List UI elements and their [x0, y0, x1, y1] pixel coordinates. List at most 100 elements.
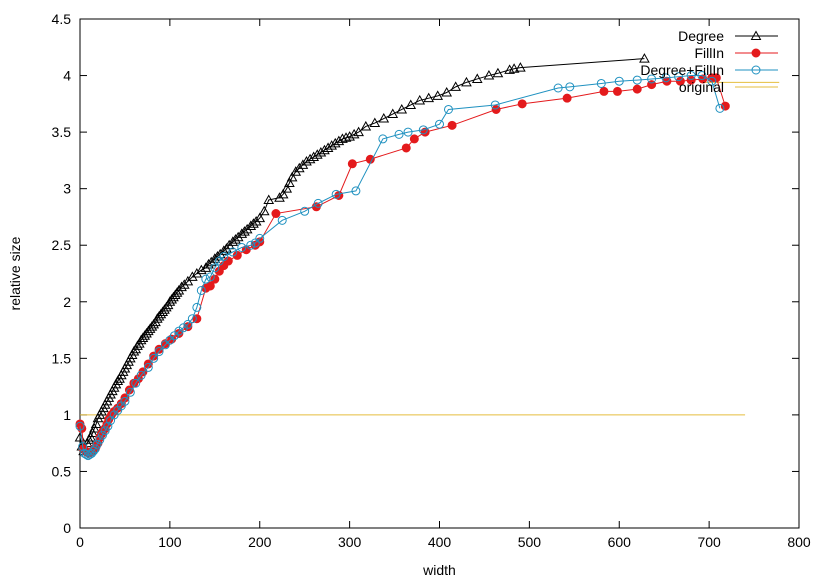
x-tick-label: 500 — [518, 534, 542, 550]
data-point — [675, 76, 685, 86]
data-point — [250, 238, 260, 248]
x-tick-label: 200 — [248, 534, 272, 550]
data-point — [196, 285, 206, 295]
data-point — [255, 233, 265, 243]
legend-label: FillIn — [694, 45, 724, 61]
data-point — [707, 76, 717, 86]
data-point — [401, 143, 411, 153]
data-point — [241, 223, 253, 234]
data-point — [711, 73, 721, 83]
data-point — [297, 159, 309, 169]
data-point — [435, 119, 444, 129]
data-point — [192, 302, 202, 312]
data-point — [160, 340, 170, 350]
data-point — [293, 162, 305, 173]
data-point — [223, 256, 233, 266]
data-point — [517, 99, 527, 109]
data-point — [360, 120, 372, 131]
data-point — [562, 93, 572, 103]
data-point — [277, 215, 287, 225]
data-point — [490, 100, 500, 110]
x-tick-label: 600 — [608, 534, 632, 550]
data-point — [461, 76, 472, 87]
data-point — [230, 234, 241, 244]
data-point — [195, 264, 207, 275]
data-point — [131, 378, 141, 388]
data-point — [178, 279, 190, 289]
data-point — [209, 253, 221, 263]
data-point — [232, 231, 244, 242]
series-line — [79, 75, 721, 457]
series-degree-fillin — [75, 71, 725, 461]
data-point — [301, 156, 312, 166]
data-point — [103, 421, 113, 431]
data-point — [210, 274, 220, 284]
data-point — [178, 323, 188, 333]
data-point — [95, 435, 105, 445]
data-point — [88, 446, 98, 456]
data-point — [326, 140, 338, 150]
data-point — [245, 220, 257, 230]
data-point — [333, 135, 345, 146]
data-point — [403, 127, 413, 137]
data-point — [553, 83, 563, 93]
data-point — [263, 194, 275, 204]
series-original — [80, 81, 780, 416]
data-point — [365, 154, 375, 164]
legend-item: Degree+FillIn — [640, 62, 778, 78]
data-point — [246, 240, 256, 250]
data-point — [250, 215, 262, 226]
data-point — [205, 281, 215, 291]
data-point — [85, 431, 97, 442]
data-point — [304, 153, 316, 164]
data-point — [313, 198, 323, 208]
x-axis-label: width — [422, 562, 456, 578]
data-point — [300, 206, 310, 216]
data-point — [89, 422, 100, 433]
data-point — [447, 120, 457, 130]
data-point — [281, 183, 293, 193]
data-point — [715, 103, 725, 113]
data-point — [227, 236, 239, 246]
data-point — [218, 245, 230, 255]
data-point — [187, 314, 197, 324]
y-tick-label: 3.5 — [52, 124, 72, 140]
data-point — [232, 250, 242, 260]
data-point — [173, 284, 185, 295]
data-point — [414, 94, 426, 105]
legend-label: original — [679, 79, 724, 95]
data-point — [353, 126, 364, 137]
x-tick-label: 0 — [76, 534, 84, 550]
y-tick-label: 3 — [63, 181, 71, 197]
legend-marker — [751, 65, 761, 75]
data-point — [565, 82, 575, 92]
data-point — [319, 144, 330, 155]
y-tick-label: 4 — [63, 68, 71, 84]
data-point — [348, 128, 360, 139]
data-point — [409, 134, 419, 144]
series-layer — [74, 53, 780, 461]
series-fillin — [75, 73, 730, 458]
data-point — [284, 177, 295, 188]
y-tick-label: 0 — [63, 520, 71, 536]
data-point — [154, 347, 164, 357]
x-tick-label: 800 — [787, 534, 811, 550]
data-point — [214, 256, 224, 266]
y-tick-label: 1 — [63, 407, 71, 423]
data-point — [183, 319, 193, 329]
data-point — [81, 449, 91, 459]
data-point — [92, 439, 102, 449]
y-axis-label: relative size — [7, 236, 23, 310]
data-point — [97, 430, 107, 440]
data-point — [186, 271, 198, 281]
data-point — [182, 275, 194, 286]
data-point — [351, 186, 361, 196]
data-point — [277, 188, 289, 199]
legend-item: original — [679, 79, 778, 95]
y-tick-label: 1.5 — [52, 350, 72, 366]
data-point — [143, 362, 153, 372]
data-point — [77, 423, 87, 433]
data-point — [647, 74, 657, 84]
y-tick-label: 0.5 — [52, 463, 72, 479]
